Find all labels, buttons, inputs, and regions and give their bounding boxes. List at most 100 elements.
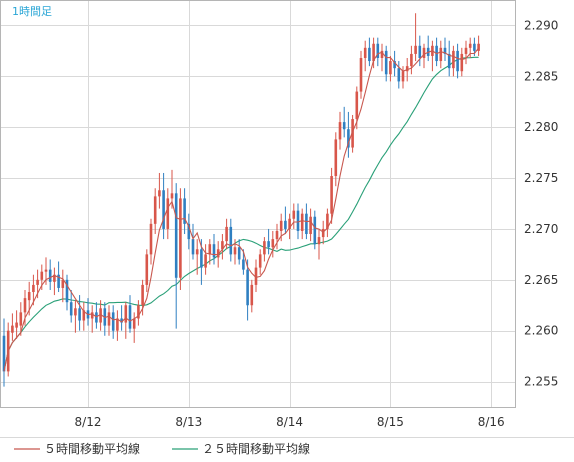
candle-body bbox=[145, 254, 149, 285]
candle-body bbox=[359, 57, 363, 92]
x-tick-label: 8/14 bbox=[276, 415, 303, 429]
candle-body bbox=[342, 122, 346, 130]
candle-body bbox=[53, 274, 56, 282]
candle-body bbox=[305, 213, 308, 235]
candle-body bbox=[204, 254, 207, 268]
candle-body bbox=[221, 241, 224, 250]
ma25-layer bbox=[3, 56, 479, 372]
candle-body bbox=[48, 269, 52, 282]
candle-body bbox=[477, 43, 480, 51]
candle-body bbox=[153, 196, 157, 224]
candle-body bbox=[376, 43, 380, 58]
candle-body bbox=[225, 226, 228, 242]
candle-body bbox=[32, 284, 35, 293]
candle-body bbox=[65, 279, 69, 303]
y-tick-label: 2.270 bbox=[524, 222, 558, 236]
candle-body bbox=[271, 239, 275, 248]
candle-body bbox=[111, 312, 115, 331]
candle-body bbox=[44, 269, 48, 272]
candle-body bbox=[317, 237, 321, 245]
candle-body bbox=[187, 223, 191, 240]
candle-body bbox=[326, 213, 329, 229]
candle-body bbox=[460, 53, 464, 72]
candle-body bbox=[410, 53, 413, 67]
candle-body bbox=[237, 247, 241, 260]
candle-body bbox=[57, 274, 60, 288]
candle-body bbox=[107, 312, 111, 326]
candle-body bbox=[368, 47, 371, 62]
candle-body bbox=[90, 312, 94, 319]
candle-body bbox=[141, 284, 144, 306]
candle-body bbox=[473, 43, 476, 51]
candle-body bbox=[82, 310, 86, 321]
y-tick-label: 2.285 bbox=[524, 69, 558, 83]
candle-body bbox=[15, 322, 18, 328]
y-tick-label: 2.275 bbox=[524, 171, 558, 185]
candle-body bbox=[246, 269, 249, 306]
candle-body bbox=[296, 210, 300, 231]
candle-body bbox=[158, 190, 161, 197]
legend-ma25-label: ２５時間移動平均線 bbox=[202, 441, 310, 456]
candle-body bbox=[355, 91, 359, 120]
candle-body bbox=[418, 45, 422, 58]
timeframe-label: 1時間足 bbox=[12, 5, 52, 18]
y-tick-label: 2.280 bbox=[524, 120, 558, 134]
candle-body bbox=[216, 249, 220, 258]
legend: ５時間移動平均線 ２５時間移動平均線 bbox=[14, 441, 310, 456]
x-axis: 8/12 8/13 8/14 8/15 8/16 bbox=[75, 415, 505, 429]
candle-body bbox=[443, 47, 447, 54]
x-tick-label: 8/13 bbox=[175, 415, 202, 429]
candle-body bbox=[162, 190, 165, 229]
candle-body bbox=[208, 244, 212, 255]
y-tick-label: 2.255 bbox=[524, 375, 558, 389]
candle-body bbox=[200, 249, 203, 268]
candle-body bbox=[120, 318, 123, 323]
candle-body bbox=[313, 216, 317, 245]
candle-body bbox=[174, 193, 178, 278]
candle-body bbox=[330, 176, 333, 214]
candle-body bbox=[191, 239, 195, 255]
candle-body bbox=[242, 259, 245, 270]
candle-body bbox=[99, 308, 102, 323]
candle-body bbox=[275, 230, 279, 240]
candles-layer bbox=[2, 13, 480, 387]
candle-body bbox=[2, 335, 6, 372]
candle-body bbox=[78, 308, 81, 321]
candle-body bbox=[116, 318, 119, 331]
candle-body bbox=[347, 129, 350, 148]
candle-body bbox=[263, 241, 266, 255]
grid-layer bbox=[0, 0, 515, 407]
candle-body bbox=[351, 119, 354, 148]
candle-body bbox=[212, 244, 216, 258]
candle-body bbox=[95, 312, 98, 323]
x-tick-label: 8/16 bbox=[478, 415, 505, 429]
candle-body bbox=[166, 198, 170, 229]
candle-body bbox=[132, 318, 136, 329]
candle-body bbox=[292, 210, 296, 219]
candle-body bbox=[389, 61, 392, 75]
candle-body bbox=[321, 228, 325, 238]
candle-body bbox=[149, 223, 153, 255]
candle-body bbox=[338, 122, 342, 140]
candle-body bbox=[422, 47, 426, 58]
candle-body bbox=[401, 71, 405, 82]
candle-body bbox=[309, 216, 312, 235]
candle-body bbox=[61, 279, 65, 288]
candle-body bbox=[137, 305, 140, 319]
legend-ma5-label: ５時間移動平均線 bbox=[44, 441, 140, 456]
candle-body bbox=[40, 271, 44, 280]
candle-body bbox=[447, 53, 451, 69]
candle-body bbox=[69, 302, 73, 316]
x-tick-label: 8/12 bbox=[75, 415, 102, 429]
candle-body bbox=[380, 50, 384, 58]
candle-body bbox=[452, 50, 455, 69]
plot-frame bbox=[0, 0, 516, 408]
candle-body bbox=[439, 47, 443, 62]
candle-body bbox=[414, 45, 417, 54]
candle-body bbox=[405, 66, 409, 72]
candle-body bbox=[229, 226, 233, 255]
ma25-line bbox=[3, 56, 479, 372]
x-tick-label: 8/15 bbox=[377, 415, 404, 429]
